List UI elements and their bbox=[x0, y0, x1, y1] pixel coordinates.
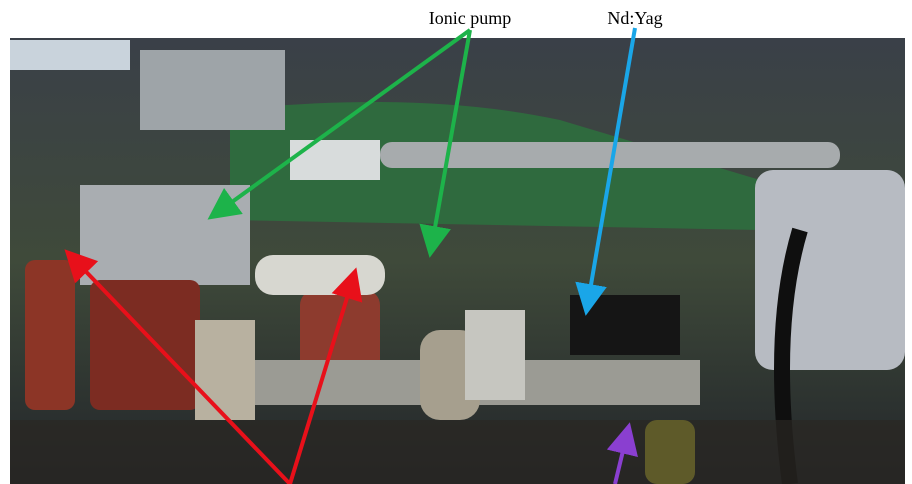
annotation-label: Nd:Yag bbox=[607, 8, 662, 28]
annotation-label: Ionic pump bbox=[429, 8, 512, 28]
annotated-photo: Ionic pump Nd:Yag bbox=[0, 0, 912, 484]
